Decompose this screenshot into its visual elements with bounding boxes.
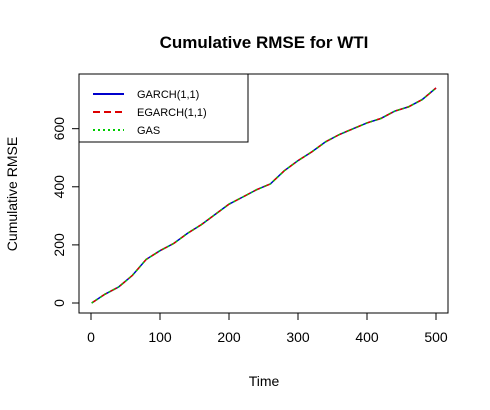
x-axis-label: Time xyxy=(249,373,280,389)
chart-title: Cumulative RMSE for WTI xyxy=(160,33,369,52)
x-tick-label: 300 xyxy=(286,329,310,345)
y-tick-label: 400 xyxy=(51,175,67,199)
legend-label-2: EGARCH(1,1) xyxy=(137,107,207,119)
y-axis: 0 200 400 600 xyxy=(51,117,79,307)
y-axis-label: Cumulative RMSE xyxy=(4,137,20,251)
x-axis: 0 100 200 300 400 500 xyxy=(87,313,448,345)
legend: GARCH(1,1) EGARCH(1,1) GAS xyxy=(79,74,248,142)
y-tick-label: 0 xyxy=(51,299,67,307)
x-tick-label: 0 xyxy=(87,329,95,345)
y-tick-label: 200 xyxy=(51,233,67,257)
x-tick-label: 400 xyxy=(355,329,379,345)
x-tick-label: 200 xyxy=(217,329,241,345)
x-tick-label: 100 xyxy=(148,329,172,345)
legend-label-1: GARCH(1,1) xyxy=(137,89,199,101)
legend-label-3: GAS xyxy=(137,125,160,137)
x-tick-label: 500 xyxy=(424,329,448,345)
y-tick-label: 600 xyxy=(51,117,67,141)
